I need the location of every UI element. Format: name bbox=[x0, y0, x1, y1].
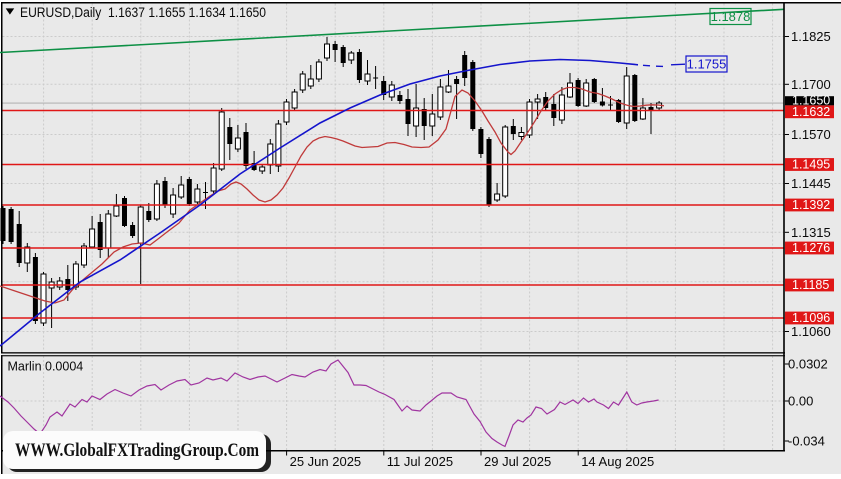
svg-text:1.1060: 1.1060 bbox=[791, 324, 831, 339]
svg-text:1.1276: 1.1276 bbox=[792, 241, 830, 255]
svg-text:29 Jul 2025: 29 Jul 2025 bbox=[484, 454, 551, 469]
svg-text:1.1392: 1.1392 bbox=[792, 198, 830, 212]
svg-text:WWW.GlobalFXTradingGroup.Com: WWW.GlobalFXTradingGroup.Com bbox=[15, 440, 259, 461]
svg-text:25 Jun 2025: 25 Jun 2025 bbox=[290, 454, 362, 469]
svg-text:1.1878: 1.1878 bbox=[711, 9, 751, 24]
svg-text:1.1445: 1.1445 bbox=[791, 176, 831, 191]
svg-text:1.1096: 1.1096 bbox=[792, 311, 830, 325]
svg-text:0.00: 0.00 bbox=[788, 394, 813, 409]
svg-text:1.1632: 1.1632 bbox=[792, 105, 830, 119]
svg-text:EURUSD,Daily 1.1637 1.1655 1.: EURUSD,Daily 1.1637 1.1655 1.1634 1.1650 bbox=[20, 5, 266, 20]
svg-text:1.1825: 1.1825 bbox=[791, 29, 831, 44]
svg-text:1.1700: 1.1700 bbox=[791, 77, 831, 92]
svg-text:1.1755: 1.1755 bbox=[687, 57, 727, 72]
svg-text:0.0302: 0.0302 bbox=[788, 357, 828, 372]
svg-text:1.1315: 1.1315 bbox=[791, 225, 831, 240]
svg-text:Marlin 0.0004: Marlin 0.0004 bbox=[8, 360, 84, 374]
svg-text:1.1185: 1.1185 bbox=[792, 278, 829, 292]
svg-text:1.1495: 1.1495 bbox=[792, 158, 830, 172]
svg-text:1.1570: 1.1570 bbox=[791, 127, 831, 142]
svg-text:11 Jul 2025: 11 Jul 2025 bbox=[387, 454, 453, 469]
svg-text:-0.034: -0.034 bbox=[788, 434, 825, 449]
svg-text:14 Aug 2025: 14 Aug 2025 bbox=[581, 454, 654, 469]
